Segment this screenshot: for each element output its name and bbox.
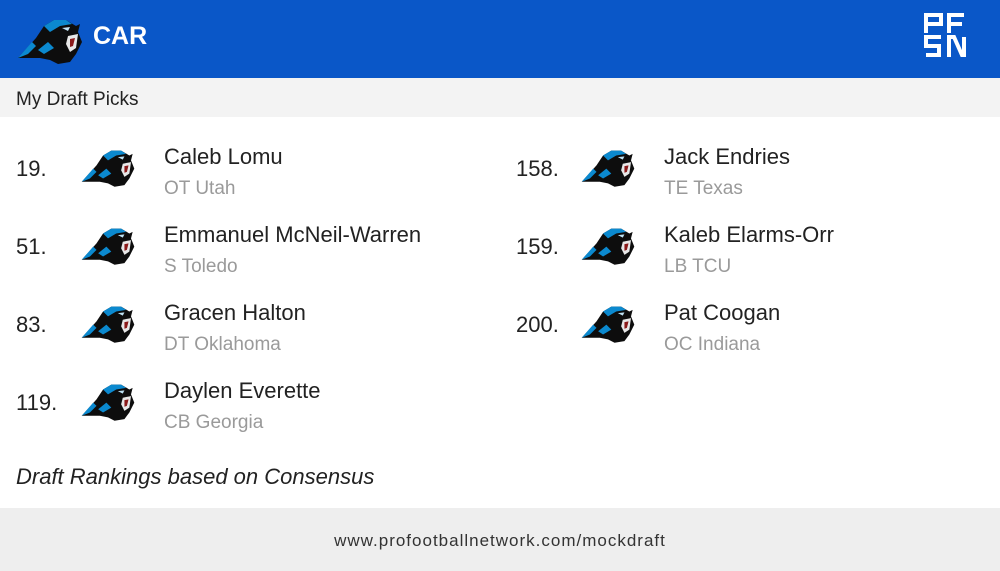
section-header: My Draft Picks	[0, 78, 1000, 117]
player-name: Emmanuel McNeil-Warren	[164, 222, 422, 247]
draft-pick-item: 83. Gracen Halton DT Oklahoma	[16, 300, 496, 370]
player-position-school: TE Texas	[664, 178, 743, 199]
draft-pick-item: 51. Emmanuel McNeil-Warren S Toledo	[16, 222, 496, 292]
player-name: Jack Endries	[664, 144, 790, 169]
header: CAR	[0, 0, 1000, 78]
player-name: Daylen Everette	[164, 378, 321, 403]
player-name: Kaleb Elarms-Orr	[664, 222, 834, 247]
section-title: My Draft Picks	[16, 89, 139, 110]
pick-number: 19.	[16, 156, 47, 181]
pick-number: 159.	[516, 234, 559, 259]
draft-pick-item: 158. Jack Endries TE Texas	[516, 144, 996, 214]
panther-logo-icon	[578, 144, 638, 190]
pick-number: 119.	[16, 390, 58, 415]
panther-logo-icon	[78, 144, 138, 190]
pick-number: 83.	[16, 312, 47, 337]
player-position-school: OT Utah	[164, 178, 236, 199]
pick-number: 51.	[16, 234, 47, 259]
draft-pick-item: 159. Kaleb Elarms-Orr LB TCU	[516, 222, 996, 292]
pick-number: 200.	[516, 312, 559, 337]
panther-logo-icon	[578, 300, 638, 346]
panther-logo-icon	[78, 378, 138, 424]
player-name: Gracen Halton	[164, 300, 306, 325]
player-position-school: LB TCU	[664, 256, 732, 277]
rankings-note: Draft Rankings based on Consensus	[16, 464, 375, 489]
pfsn-logo-icon[interactable]	[924, 13, 966, 57]
draft-pick-item: 119. Daylen Everette CB Georgia	[16, 378, 496, 448]
player-name: Caleb Lomu	[164, 144, 283, 169]
player-position-school: S Toledo	[164, 256, 238, 277]
player-position-school: DT Oklahoma	[164, 334, 281, 355]
player-name: Pat Coogan	[664, 300, 781, 325]
team-abbreviation: CAR	[93, 22, 148, 50]
footer-url[interactable]: www.profootballnetwork.com/mockdraft	[334, 531, 666, 550]
panther-logo-icon	[14, 12, 86, 68]
draft-pick-item: 19. Caleb Lomu OT Utah	[16, 144, 496, 214]
panther-logo-icon	[78, 300, 138, 346]
pick-number: 158.	[516, 156, 559, 181]
player-position-school: OC Indiana	[664, 334, 761, 355]
player-position-school: CB Georgia	[164, 412, 264, 433]
draft-pick-item: 200. Pat Coogan OC Indiana	[516, 300, 996, 370]
panther-logo-icon	[578, 222, 638, 268]
panther-logo-icon	[78, 222, 138, 268]
footer: www.profootballnetwork.com/mockdraft	[0, 508, 1000, 571]
